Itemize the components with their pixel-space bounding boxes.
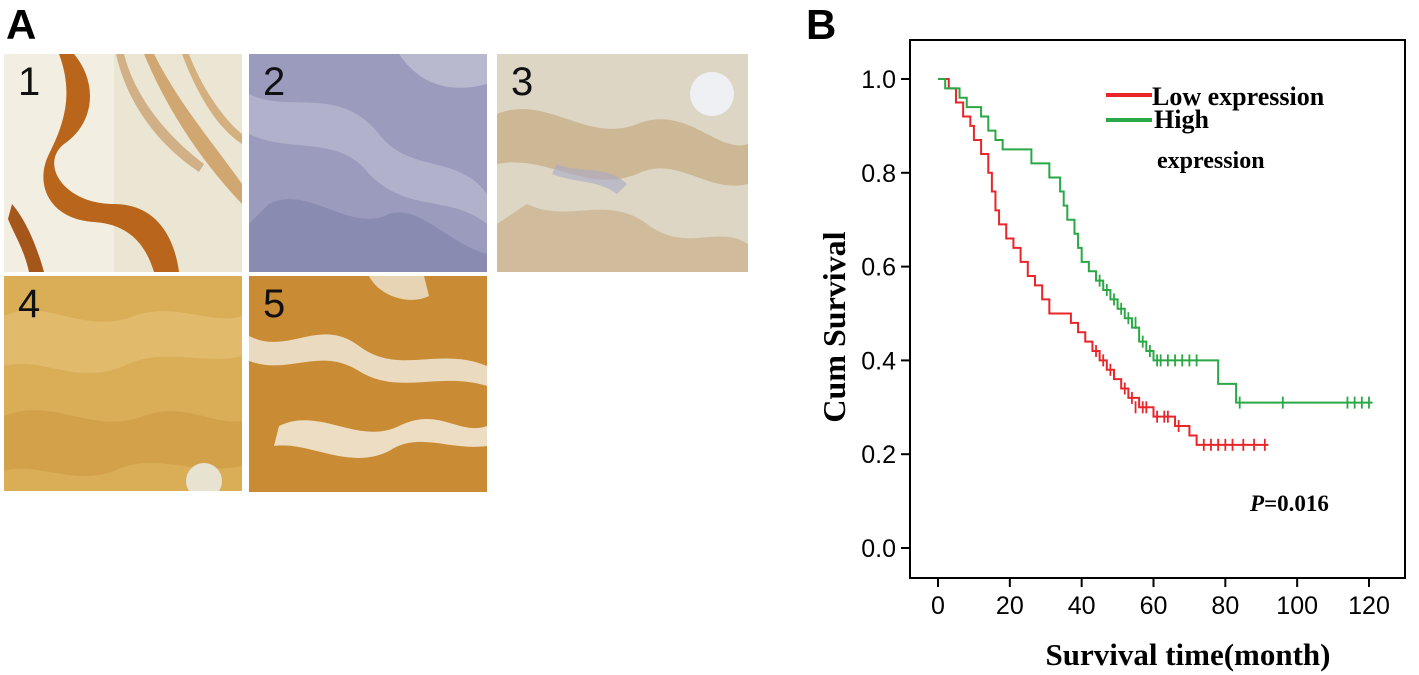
micrograph-label: 3 (511, 60, 534, 104)
panel-a-letter: A (6, 1, 37, 48)
micrograph-1: 1 (4, 54, 242, 272)
chart-axes: 0.0 0.2 0.4 0.6 0.8 1.0 0 20 40 60 80 100 120 (861, 39, 1406, 620)
legend-label-high-cont: expression (1157, 148, 1265, 174)
x-tick-label: 0 (931, 592, 945, 620)
p-value-annotation: P=0.016 (1249, 491, 1329, 516)
plot-frame (909, 39, 1406, 579)
x-tick-label: 100 (1276, 592, 1318, 620)
x-tick-label: 80 (1211, 592, 1239, 620)
y-tick-label: 0.8 (861, 160, 896, 188)
x-tick-label: 20 (996, 592, 1024, 620)
x-tick-label: 60 (1140, 592, 1168, 620)
y-tick-label: 1.0 (861, 66, 896, 94)
micrograph-label: 4 (18, 282, 41, 326)
micrograph-4: 4 (4, 276, 242, 491)
p-value-letter: P (1249, 491, 1265, 516)
y-tick-label: 0.6 (861, 254, 896, 282)
series-line-1 (938, 78, 1373, 404)
micrograph-label: 5 (263, 282, 286, 326)
y-tick-label: 0.2 (861, 441, 896, 469)
micrograph-2: 2 (249, 54, 487, 272)
legend-label-high: High (1154, 105, 1209, 134)
p-value-number: =0.016 (1264, 491, 1329, 516)
y-axis-label: Cum Survival (816, 231, 852, 422)
legend-label-low: Low expression (1152, 82, 1325, 111)
micrograph-label: 1 (18, 60, 41, 104)
x-axis-label: Survival time(month) (1045, 637, 1330, 672)
chart-series (938, 78, 1373, 451)
x-tick-label: 120 (1348, 592, 1390, 620)
micrograph-3: 3 (497, 54, 748, 272)
panel-b-letter: B (806, 1, 837, 48)
y-tick-label: 0.0 (861, 535, 896, 563)
micrograph-label: 2 (263, 60, 286, 104)
y-tick-label: 0.4 (861, 347, 896, 375)
x-tick-label: 40 (1068, 592, 1096, 620)
series-line-0 (938, 78, 1269, 446)
micrograph-5: 5 (249, 276, 487, 492)
